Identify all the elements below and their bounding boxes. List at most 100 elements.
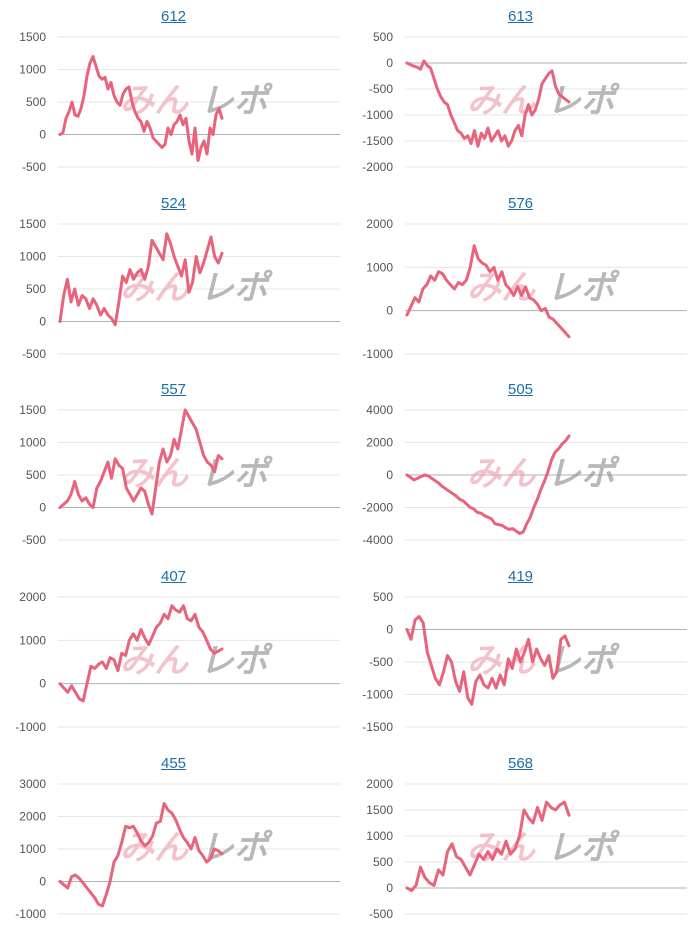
- watermark-text-gray: レポ: [200, 454, 273, 494]
- y-tick-label: -2000: [362, 160, 393, 174]
- y-tick-label: 2000: [366, 217, 393, 231]
- y-tick-label: 500: [26, 282, 46, 296]
- y-tick-label: -500: [22, 347, 46, 361]
- series-line: [405, 800, 571, 893]
- series-line: [58, 232, 224, 327]
- y-tick-label: -1500: [362, 134, 393, 148]
- y-tick-label: -500: [22, 533, 46, 547]
- y-tick-label: 1500: [19, 403, 46, 417]
- y-tick-label: -1000: [362, 108, 393, 122]
- chart-panel-612: 612 -500 0 500 1000 1500 みん レポ: [0, 0, 347, 187]
- y-tick-label: 0: [39, 315, 46, 329]
- chart-title-link[interactable]: 419: [507, 568, 534, 585]
- chart-title-link[interactable]: 407: [160, 568, 187, 585]
- y-tick-label: -500: [22, 160, 46, 174]
- y-tick-label: 1000: [366, 260, 393, 274]
- y-tick-label: -1000: [15, 907, 46, 921]
- y-tick-label: -2000: [362, 501, 393, 515]
- watermark-text-gray: レポ: [200, 81, 273, 121]
- y-tick-label: 1000: [366, 829, 393, 843]
- y-tick-label: 0: [386, 468, 393, 482]
- y-tick-label: 1500: [366, 803, 393, 817]
- y-tick-label: 1500: [19, 217, 46, 231]
- series-line: [405, 244, 571, 339]
- y-tick-label: 1000: [19, 633, 46, 647]
- y-tick-label: 0: [386, 623, 393, 637]
- watermark-text-pink: みん: [120, 641, 189, 681]
- watermark-text-gray: レポ: [547, 268, 620, 308]
- watermark-text-pink: みん: [467, 828, 536, 868]
- chart-panel-568: 568 -500 0 500 1000 1500 2000 みん レポ: [347, 747, 694, 934]
- y-tick-label: 0: [39, 501, 46, 515]
- watermark-text-gray: レポ: [200, 641, 273, 681]
- chart-panel-576: 576 -1000 0 1000 2000 みん レポ: [347, 187, 694, 374]
- y-tick-label: 500: [373, 855, 393, 869]
- y-tick-label: 3000: [19, 777, 46, 791]
- y-tick-label: 500: [373, 30, 393, 44]
- y-tick-label: 500: [26, 468, 46, 482]
- watermark-text-gray: レポ: [200, 268, 273, 308]
- y-tick-label: 500: [373, 590, 393, 604]
- series-line: [58, 55, 224, 162]
- y-tick-label: 1000: [19, 842, 46, 856]
- line-chart: -1000 0 1000 2000 みん レポ: [15, 590, 340, 734]
- y-tick-label: 4000: [366, 403, 393, 417]
- chart-title-link[interactable]: 557: [160, 381, 187, 398]
- y-tick-label: 0: [39, 875, 46, 889]
- chart-title-link[interactable]: 524: [160, 195, 187, 212]
- y-tick-label: 0: [39, 677, 46, 691]
- y-tick-label: 2000: [19, 810, 46, 824]
- y-tick-label: 500: [26, 95, 46, 109]
- y-tick-label: 1000: [19, 436, 46, 450]
- watermark-text-gray: レポ: [547, 828, 620, 868]
- y-tick-label: -500: [369, 907, 393, 921]
- y-tick-label: -500: [369, 655, 393, 669]
- watermark-text-gray: レポ: [547, 81, 620, 121]
- chart-panel-407: 407 -1000 0 1000 2000 みん レポ: [0, 560, 347, 747]
- y-tick-label: 1500: [19, 30, 46, 44]
- series-line: [405, 434, 571, 535]
- y-tick-label: -1000: [15, 720, 46, 734]
- chart-panel-613: 613 -2000 -1500 -1000 -500 0 500 みん レポ: [347, 0, 694, 187]
- chart-title-link[interactable]: 505: [507, 381, 534, 398]
- chart-panel-505: 505 -4000 -2000 0 2000 4000 みん レポ: [347, 373, 694, 560]
- chart-title-link[interactable]: 576: [507, 195, 534, 212]
- chart-title-link[interactable]: 455: [160, 755, 187, 772]
- y-tick-label: 1000: [19, 63, 46, 77]
- y-tick-label: 0: [39, 128, 46, 142]
- watermark-text-pink: みん: [467, 454, 536, 494]
- series-line: [405, 615, 571, 706]
- chart-title-link[interactable]: 568: [507, 755, 534, 772]
- y-tick-label: 0: [386, 304, 393, 318]
- y-tick-label: -500: [369, 82, 393, 96]
- y-tick-label: -1500: [362, 720, 393, 734]
- line-chart: -500 0 500 1000 1500 2000 みん レポ: [366, 777, 687, 921]
- y-tick-label: 0: [386, 56, 393, 70]
- watermark-text-gray: レポ: [547, 454, 620, 494]
- y-tick-label: -4000: [362, 533, 393, 547]
- y-tick-label: -1000: [362, 688, 393, 702]
- chart-panel-557: 557 -500 0 500 1000 1500 みん レポ: [0, 373, 347, 560]
- chart-panel-524: 524 -500 0 500 1000 1500 みん レポ: [0, 187, 347, 374]
- series-line: [405, 59, 571, 148]
- watermark-text-gray: レポ: [200, 828, 273, 868]
- y-tick-label: -1000: [362, 347, 393, 361]
- y-tick-label: 2000: [366, 436, 393, 450]
- y-tick-label: 2000: [19, 590, 46, 604]
- chart-panel-419: 419 -1500 -1000 -500 0 500 みん レポ: [347, 560, 694, 747]
- chart-title-link[interactable]: 612: [160, 8, 187, 25]
- chart-title-link[interactable]: 613: [507, 8, 534, 25]
- series-line: [58, 604, 224, 703]
- line-chart: -4000 -2000 0 2000 4000 みん レポ: [362, 403, 687, 547]
- y-tick-label: 2000: [366, 777, 393, 791]
- y-tick-label: 0: [386, 881, 393, 895]
- y-tick-label: 1000: [19, 250, 46, 264]
- chart-panel-455: 455 -1000 0 1000 2000 3000 みん レポ: [0, 747, 347, 934]
